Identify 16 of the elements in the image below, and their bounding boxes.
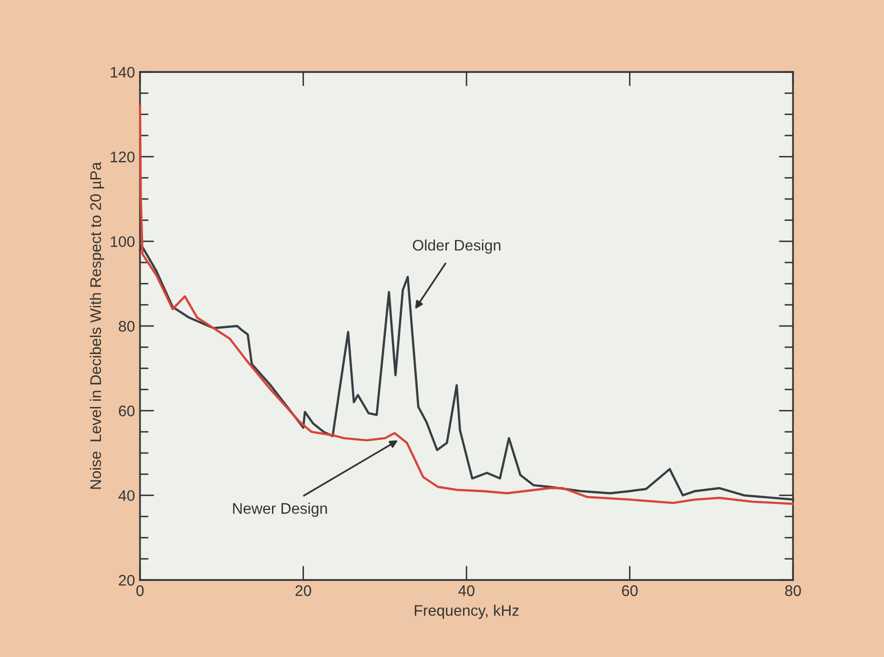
- y-tick-label: 60: [118, 406, 135, 416]
- x-tick-label: 80: [785, 585, 801, 596]
- annotation: Newer Design: [233, 502, 327, 517]
- x-tick-label: 0: [136, 585, 144, 596]
- x-tick-label: 60: [622, 585, 638, 596]
- x-tick-label: 40: [458, 585, 474, 596]
- y-tick-label: 20: [118, 574, 135, 586]
- y-tick-label: 40: [118, 490, 135, 502]
- y-tick-label: 120: [110, 152, 135, 162]
- y-tick-label: 140: [110, 66, 135, 78]
- y-axis-title: Noise Level in Decibels With Respect to 20 µPa: [90, 162, 104, 489]
- annotation: Older Design: [412, 239, 500, 254]
- x-tick-label: 20: [296, 585, 312, 596]
- y-tick-label: 80: [118, 320, 135, 332]
- y-tick-label: 100: [110, 236, 135, 248]
- x-axis-title: Frequency, kHz: [414, 604, 519, 619]
